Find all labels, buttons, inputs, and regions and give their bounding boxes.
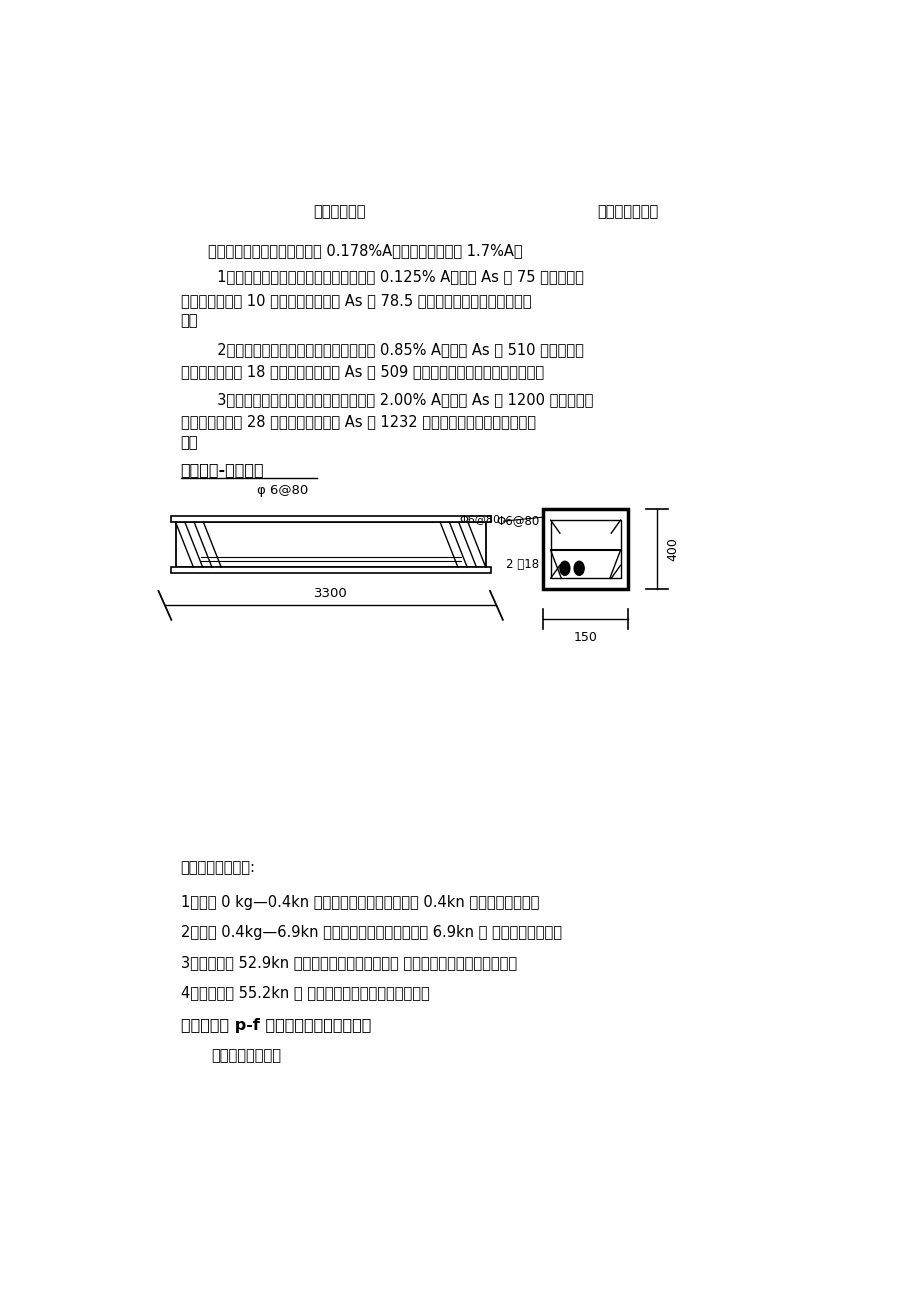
Text: 求。: 求。: [180, 314, 198, 328]
Bar: [550, 521, 619, 578]
Text: 3300: 3300: [313, 587, 347, 600]
Text: （受力简图）: （受力简图）: [313, 204, 366, 219]
Text: 1、在进行少筋破坏计算时配筋面积采用 0.125% A、计算 As 为 75 平方毫米，: 1、在进行少筋破坏计算时配筋面积采用 0.125% A、计算 As 为 75 平…: [208, 270, 583, 285]
Circle shape: [560, 561, 569, 575]
Bar: [170, 568, 490, 573]
Text: 适筋破坏-配筋截面: 适筋破坏-配筋截面: [180, 462, 264, 477]
Text: 400: 400: [665, 538, 678, 561]
Bar: [542, 509, 628, 590]
Text: 求。: 求。: [180, 435, 198, 450]
Text: 2、在进行适筋破坏计算时配筋面积采用 0.85% A、计算 As 为 510 平方毫米，: 2、在进行适筋破坏计算时配筋面积采用 0.85% A、计算 As 为 510 平…: [208, 341, 583, 357]
Text: 150: 150: [573, 631, 596, 644]
Text: 采用两根直径为 18 的三级钐筋，实际 As 为 509 平方毫米，经检验满足构造要求。: 采用两根直径为 18 的三级钐筋，实际 As 为 509 平方毫米，经检验满足构…: [180, 363, 543, 379]
Text: Φ6@80: Φ6@80: [495, 514, 539, 527]
Bar: [176, 522, 485, 568]
Text: φ 6@80: φ 6@80: [256, 484, 308, 497]
Circle shape: [573, 561, 584, 575]
Text: 1、荷载 0 kg—0.4kn 属于弹性阶段，当荷载达到 0.4kn 后进入塑形阶段。: 1、荷载 0 kg—0.4kn 属于弹性阶段，当荷载达到 0.4kn 后进入塑形…: [180, 894, 539, 910]
Text: 绘出试验棁 p-f 变形曲线。（计算挠度）: 绘出试验棁 p-f 变形曲线。（计算挠度）: [180, 1018, 370, 1034]
Text: 3、荷载达到 52.9kn 时钐筋达到受拉屈服强度但 混凝土还未定达到抗压峰値。: 3、荷载达到 52.9kn 时钐筋达到受拉屈服强度但 混凝土还未定达到抗压峰値。: [180, 956, 516, 970]
Text: 2 ↈ18: 2 ↈ18: [505, 557, 539, 570]
Text: 3、在进行超筋破坏计算时配筋面积采用 2.00% A、计算 As 为 1200 平方毫米，: 3、在进行超筋破坏计算时配筋面积采用 2.00% A、计算 As 为 1200 …: [208, 392, 593, 406]
Text: 经计算该棁的最小配筋面积为 0.178%A，最大配筋面积为 1.7%A。: 经计算该棁的最小配筋面积为 0.178%A，最大配筋面积为 1.7%A。: [208, 243, 522, 259]
Text: 极限状态下的挠度: 极限状态下的挠度: [211, 1048, 281, 1064]
Text: （设计截面图）: （设计截面图）: [597, 204, 658, 219]
Text: 2、荷载 0.4kg—6.9kn 属于塑性阶段，当荷载达到 6.9kn 后 混凝土开始开裂。: 2、荷载 0.4kg—6.9kn 属于塑性阶段，当荷载达到 6.9kn 后 混凝…: [180, 926, 561, 940]
Text: 4、荷载达到 55.2kn 时 混凝土达到抗压峰値该棁破坏。: 4、荷载达到 55.2kn 时 混凝土达到抗压峰値该棁破坏。: [180, 986, 429, 1000]
Text: 采用一根直径为 10 的三级钐筋，实际 As 为 78.5 平方毫米，经检验满足构造要: 采用一根直径为 10 的三级钐筋，实际 As 为 78.5 平方毫米，经检验满足…: [180, 293, 530, 309]
Text: Φ6@80: Φ6@80: [459, 514, 500, 525]
Text: 采用两根直径为 28 的三级钐筋，实际 As 为 1232 平方毫米，经检验满足构造要: 采用两根直径为 28 的三级钐筋，实际 As 为 1232 平方毫米，经检验满足…: [180, 414, 535, 428]
Text: 模拟实验加载数据:: 模拟实验加载数据:: [180, 861, 255, 875]
Bar: [170, 516, 490, 522]
